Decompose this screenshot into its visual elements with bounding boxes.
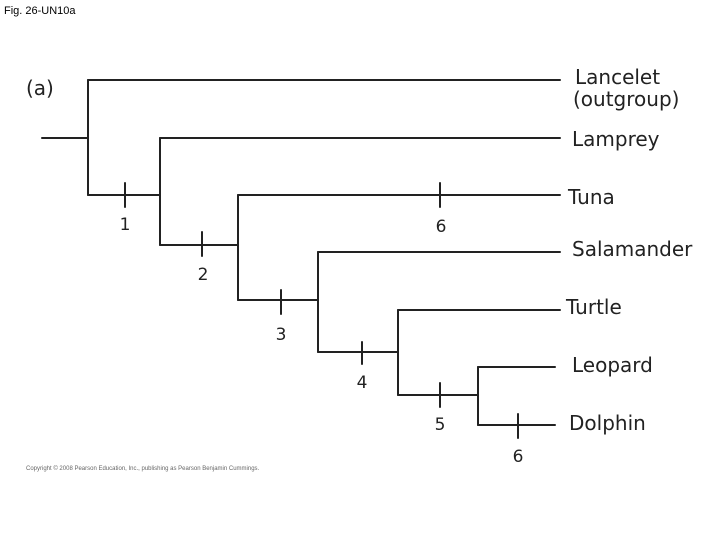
character-ticks bbox=[124, 182, 519, 439]
outgroup-note: (outgroup) bbox=[573, 87, 679, 111]
figure-label: Fig. 26-UN10a bbox=[4, 5, 76, 17]
taxon-label: Dolphin bbox=[569, 411, 646, 435]
taxon-label: Salamander bbox=[572, 237, 693, 261]
copyright: Copyright © 2008 Pearson Education, Inc.… bbox=[26, 465, 260, 472]
character-label: 2 bbox=[198, 265, 209, 285]
character-labels: 1 2 3 4 5 6 6 bbox=[120, 215, 524, 467]
taxon-labels: Lancelet (outgroup) Lamprey Tuna Salaman… bbox=[565, 65, 693, 435]
panel-label: (a) bbox=[26, 76, 54, 100]
taxon-label: Tuna bbox=[567, 185, 615, 209]
character-label: 5 bbox=[435, 415, 446, 435]
taxon-label: Turtle bbox=[565, 295, 622, 319]
taxon-label: Lamprey bbox=[572, 127, 660, 151]
character-label: 6 bbox=[513, 447, 524, 467]
character-label: 1 bbox=[120, 215, 131, 235]
character-label: 6 bbox=[436, 217, 447, 237]
taxon-label: Leopard bbox=[572, 353, 653, 377]
taxon-label: Lancelet bbox=[575, 65, 660, 89]
character-label: 4 bbox=[357, 373, 368, 393]
branches bbox=[41, 79, 561, 426]
character-label: 3 bbox=[276, 325, 287, 345]
